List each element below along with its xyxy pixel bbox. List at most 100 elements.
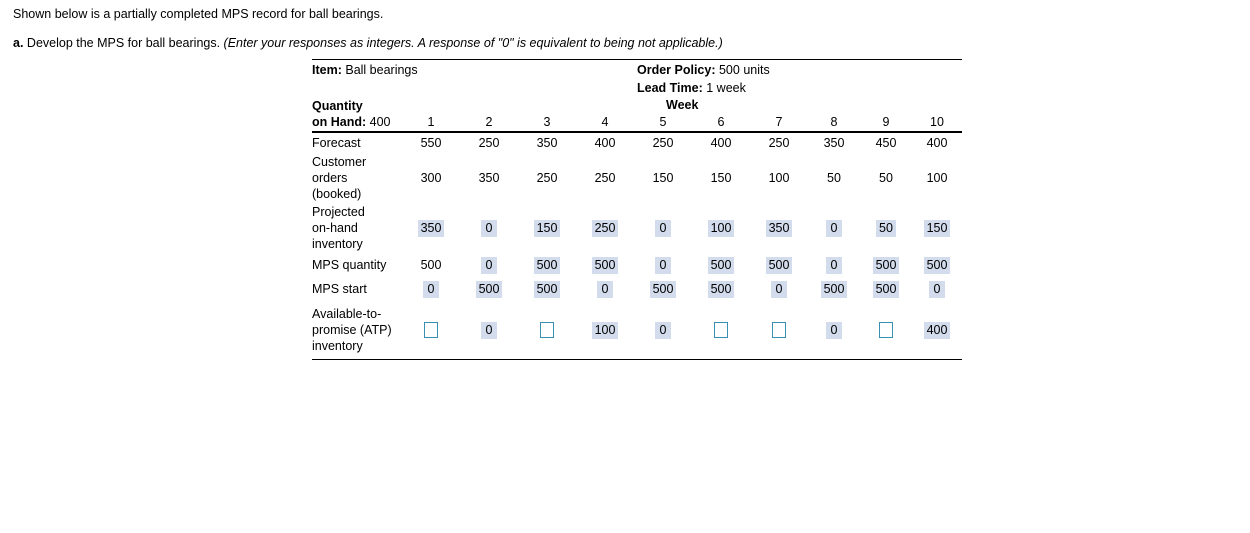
row-label: MPS start bbox=[312, 282, 367, 296]
row-label: Forecast bbox=[312, 136, 361, 150]
given-value: 450 bbox=[875, 136, 897, 150]
given-value: 250 bbox=[652, 136, 674, 150]
answer-value: 500 bbox=[707, 256, 735, 274]
cell: 150 bbox=[912, 203, 962, 253]
cell: 500 bbox=[634, 277, 692, 301]
week-number: 10 bbox=[912, 113, 962, 133]
row-label: Customer orders (booked) bbox=[312, 155, 367, 201]
cell: 0 bbox=[750, 277, 808, 301]
answer-value: 400 bbox=[923, 321, 951, 339]
item-field: Item: Ball bearings bbox=[312, 63, 418, 77]
cell: 500 bbox=[692, 253, 750, 277]
answer-value: 0 bbox=[826, 321, 842, 339]
answer-input[interactable] bbox=[879, 322, 893, 339]
cell: 0 bbox=[808, 253, 860, 277]
cell: 50 bbox=[808, 153, 860, 203]
cell: 250 bbox=[634, 132, 692, 153]
answer-input[interactable] bbox=[540, 322, 554, 339]
answer-value: 0 bbox=[655, 321, 671, 339]
answer-value: 350 bbox=[417, 219, 445, 237]
mps-row: MPS start 0 500 500 0 500 500 0 500 500 0 bbox=[312, 277, 962, 301]
given-value: 350 bbox=[823, 136, 845, 150]
row-label: Projected on-hand inventory bbox=[312, 205, 365, 251]
cell: 0 bbox=[402, 277, 460, 301]
question-note: (Enter your responses as integers. A res… bbox=[223, 36, 723, 50]
answer-value: 350 bbox=[765, 219, 793, 237]
answer-value: 0 bbox=[481, 321, 497, 339]
mps-table: 1 2 3 4 5 6 7 8 9 10 Forecast 550 250 350 400 250 400 25… bbox=[312, 113, 962, 360]
answer-value: 500 bbox=[475, 280, 503, 298]
row-label: Available-to-promise (ATP) inventory bbox=[312, 301, 402, 360]
given-value: 250 bbox=[768, 136, 790, 150]
given-value: 100 bbox=[768, 171, 790, 185]
cell: 500 bbox=[460, 277, 518, 301]
week-number: 8 bbox=[808, 113, 860, 133]
cell: 400 bbox=[912, 132, 962, 153]
week-number: 6 bbox=[692, 113, 750, 133]
cell: 500 bbox=[750, 253, 808, 277]
answer-value: 0 bbox=[655, 219, 671, 237]
cell: 150 bbox=[634, 153, 692, 203]
cell: 550 bbox=[402, 132, 460, 153]
cell: 500 bbox=[860, 277, 912, 301]
cell: 50 bbox=[860, 153, 912, 203]
mps-row: Forecast 550 250 350 400 250 400 250 350 450 400 bbox=[312, 132, 962, 153]
cell: 350 bbox=[402, 203, 460, 253]
week-number: 1 bbox=[402, 113, 460, 133]
week-heading: Week bbox=[666, 98, 699, 112]
given-value: 250 bbox=[594, 171, 616, 185]
answer-input[interactable] bbox=[772, 322, 786, 339]
answer-value: 500 bbox=[591, 256, 619, 274]
week-number: 3 bbox=[518, 113, 576, 133]
given-value: 250 bbox=[536, 171, 558, 185]
cell: 0 bbox=[576, 277, 634, 301]
answer-value: 500 bbox=[872, 256, 900, 274]
cell: 400 bbox=[692, 132, 750, 153]
answer-input[interactable] bbox=[424, 322, 438, 339]
answer-value: 0 bbox=[826, 219, 842, 237]
given-value: 250 bbox=[478, 136, 500, 150]
answer-value: 0 bbox=[826, 256, 842, 274]
cell: 250 bbox=[576, 203, 634, 253]
answer-value: 500 bbox=[765, 256, 793, 274]
answer-value: 0 bbox=[481, 219, 497, 237]
answer-value: 100 bbox=[591, 321, 619, 339]
answer-input[interactable] bbox=[714, 322, 728, 339]
cell bbox=[692, 301, 750, 360]
answer-value: 0 bbox=[481, 256, 497, 274]
given-value: 400 bbox=[594, 136, 616, 150]
given-value: 350 bbox=[478, 171, 500, 185]
cell: 450 bbox=[860, 132, 912, 153]
cell: 250 bbox=[576, 153, 634, 203]
answer-value: 500 bbox=[533, 280, 561, 298]
given-value: 400 bbox=[710, 136, 732, 150]
given-value: 350 bbox=[536, 136, 558, 150]
cell: 0 bbox=[912, 277, 962, 301]
answer-value: 500 bbox=[707, 280, 735, 298]
given-value: 50 bbox=[827, 171, 841, 185]
answer-value: 0 bbox=[423, 280, 439, 298]
answer-value: 500 bbox=[872, 280, 900, 298]
answer-value: 500 bbox=[923, 256, 951, 274]
week-number: 2 bbox=[460, 113, 518, 133]
mps-row: MPS quantity 500 0 500 500 0 500 500 0 500 500 bbox=[312, 253, 962, 277]
answer-value: 0 bbox=[929, 280, 945, 298]
lead-time: Lead Time: 1 week bbox=[637, 81, 746, 95]
given-value: 150 bbox=[652, 171, 674, 185]
week-number-row: 1 2 3 4 5 6 7 8 9 10 bbox=[312, 113, 962, 133]
given-value: 500 bbox=[420, 258, 442, 272]
cell: 100 bbox=[912, 153, 962, 203]
order-policy: Order Policy: 500 units bbox=[637, 63, 770, 77]
question-line: a. Develop the MPS for ball bearings. (E… bbox=[13, 36, 723, 50]
cell: 500 bbox=[576, 253, 634, 277]
answer-value: 500 bbox=[820, 280, 848, 298]
cell: 350 bbox=[518, 132, 576, 153]
question-letter: a. bbox=[13, 36, 24, 50]
cell: 100 bbox=[750, 153, 808, 203]
week-number: 9 bbox=[860, 113, 912, 133]
cell: 0 bbox=[460, 253, 518, 277]
cell: 500 bbox=[808, 277, 860, 301]
cell: 150 bbox=[518, 203, 576, 253]
answer-value: 250 bbox=[591, 219, 619, 237]
cell: 0 bbox=[634, 253, 692, 277]
